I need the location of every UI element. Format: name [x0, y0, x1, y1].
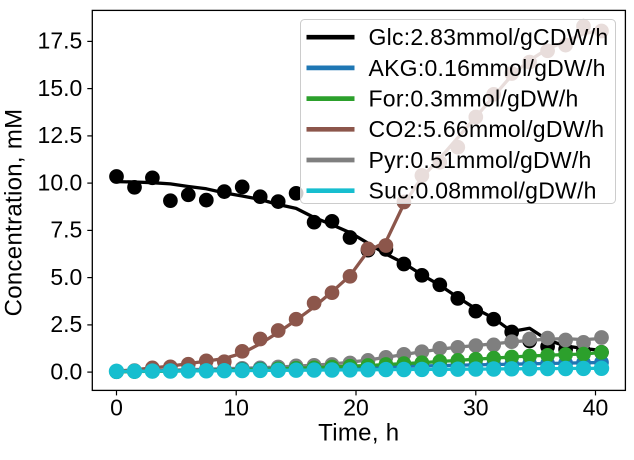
svg-text:0.0: 0.0 [50, 358, 82, 384]
svg-text:15.0: 15.0 [38, 75, 83, 101]
svg-text:AKG:0.16mmol/gDW/h: AKG:0.16mmol/gDW/h [369, 55, 606, 81]
svg-text:20: 20 [343, 395, 369, 421]
svg-text:7.5: 7.5 [50, 217, 82, 243]
svg-text:2.5: 2.5 [50, 311, 82, 337]
svg-text:For:0.3mmol/gDW/h: For:0.3mmol/gDW/h [369, 86, 579, 112]
svg-text:10: 10 [223, 395, 249, 421]
svg-text:40: 40 [583, 395, 609, 421]
svg-text:5.0: 5.0 [50, 264, 82, 290]
svg-text:0: 0 [110, 395, 123, 421]
svg-text:Suc:0.08mmol/gDW/h: Suc:0.08mmol/gDW/h [369, 178, 597, 204]
svg-text:Time, h: Time, h [318, 420, 399, 447]
svg-text:Pyr:0.51mmol/gDW/h: Pyr:0.51mmol/gDW/h [369, 147, 592, 173]
svg-text:CO2:5.66mmol/gDW/h: CO2:5.66mmol/gDW/h [369, 116, 605, 142]
svg-text:10.0: 10.0 [38, 169, 83, 195]
svg-text:Glc:2.83mmol/gCDW/h: Glc:2.83mmol/gCDW/h [369, 24, 609, 50]
svg-text:12.5: 12.5 [38, 122, 83, 148]
svg-text:Concentration, mM: Concentration, mM [1, 109, 28, 317]
svg-text:17.5: 17.5 [38, 28, 83, 54]
svg-text:30: 30 [463, 395, 489, 421]
